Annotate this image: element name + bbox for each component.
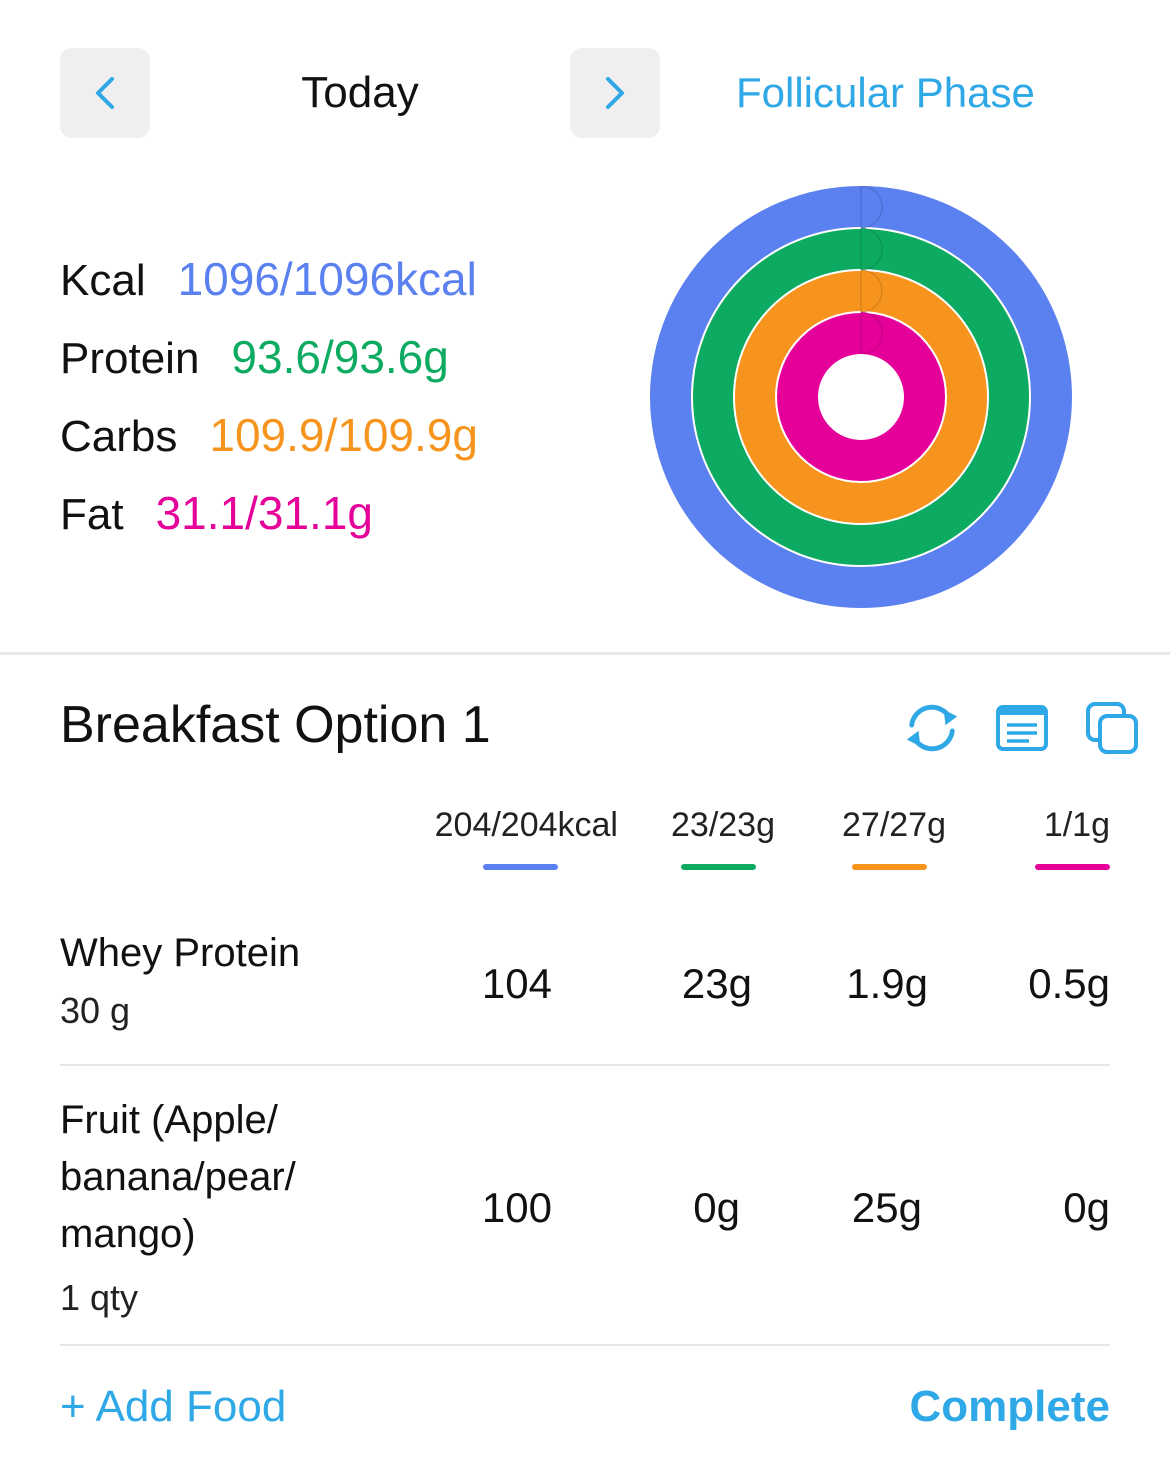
fat-label: Fat xyxy=(60,490,124,539)
food-carbs: 25g xyxy=(851,1184,922,1231)
carbs-ring-cap xyxy=(860,269,883,313)
meal-notes-button[interactable] xyxy=(992,698,1052,758)
chevron-left-icon xyxy=(96,77,114,109)
previous-day-button[interactable] xyxy=(60,48,150,138)
kcal-ring-cap xyxy=(860,186,883,229)
fat-row: Fat 31.1/31.1g xyxy=(60,474,478,552)
protein-ring-cap xyxy=(860,227,883,271)
row-divider xyxy=(60,1344,1110,1346)
food-name-line: Fruit (Apple/ xyxy=(60,1098,278,1142)
kcal-value: 1096/1096kcal xyxy=(177,253,477,305)
row-divider xyxy=(60,1064,1110,1066)
protein-value: 93.6/93.6g xyxy=(231,331,449,383)
kcal-label: Kcal xyxy=(60,256,146,305)
notes-icon xyxy=(996,705,1048,751)
kcal-row: Kcal 1096/1096kcal xyxy=(60,240,478,318)
next-day-button[interactable] xyxy=(570,48,660,138)
fat-progress-bar xyxy=(1035,864,1110,870)
meal-fat-total: 1/1g xyxy=(1043,806,1110,844)
food-fat: 0g xyxy=(1063,1184,1110,1231)
food-kcal: 100 xyxy=(481,1184,552,1231)
swap-meal-button[interactable] xyxy=(902,698,962,758)
protein-progress-bar xyxy=(681,864,756,870)
ring-center xyxy=(818,354,904,440)
meal-carbs-total: 27/27g xyxy=(842,806,946,844)
food-name: Whey Protein xyxy=(60,931,301,975)
section-divider xyxy=(0,652,1170,655)
food-carbs: 1.9g xyxy=(846,960,928,1007)
carbs-label: Carbs xyxy=(60,412,178,461)
refresh-icon xyxy=(906,704,958,752)
add-food-button[interactable]: + Add Food xyxy=(60,1382,287,1431)
food-item-fruit[interactable]: Fruit (Apple/ banana/pear/ mango) 1 qty xyxy=(60,1092,440,1319)
food-quantity: 1 qty xyxy=(60,1277,139,1318)
carbs-progress-bar xyxy=(852,864,927,870)
food-item-whey[interactable]: Whey Protein 30 g xyxy=(60,925,440,1032)
macro-progress-rings xyxy=(650,186,1072,608)
fat-value: 31.1/31.1g xyxy=(155,487,373,539)
date-label: Today xyxy=(301,68,419,117)
meal-kcal-total: 204/204kcal xyxy=(434,806,618,844)
food-name-line: banana/pear/ xyxy=(60,1155,296,1199)
food-protein: 0g xyxy=(693,1184,740,1231)
food-quantity: 30 g xyxy=(60,990,131,1031)
fat-ring-cap xyxy=(860,311,883,355)
cycle-phase-link[interactable]: Follicular Phase xyxy=(736,69,1035,116)
carbs-value: 109.9/109.9g xyxy=(209,409,478,461)
kcal-progress-bar xyxy=(483,864,558,870)
meal-title: Breakfast Option 1 xyxy=(60,696,491,754)
meal-protein-total: 23/23g xyxy=(671,806,775,844)
food-protein: 23g xyxy=(681,960,752,1007)
protein-row: Protein 93.6/93.6g xyxy=(60,318,478,396)
carbs-row: Carbs 109.9/109.9g xyxy=(60,396,478,474)
copy-meal-button[interactable] xyxy=(1082,698,1142,758)
food-fat: 0.5g xyxy=(1028,960,1110,1007)
food-kcal: 104 xyxy=(481,960,552,1007)
chevron-right-icon xyxy=(606,77,624,109)
complete-button[interactable]: Complete xyxy=(909,1382,1110,1431)
food-name-line: mango) xyxy=(60,1212,196,1256)
protein-label: Protein xyxy=(60,334,200,383)
copy-icon xyxy=(1086,702,1138,754)
macro-summary: Kcal 1096/1096kcal Protein 93.6/93.6g Ca… xyxy=(60,240,478,552)
